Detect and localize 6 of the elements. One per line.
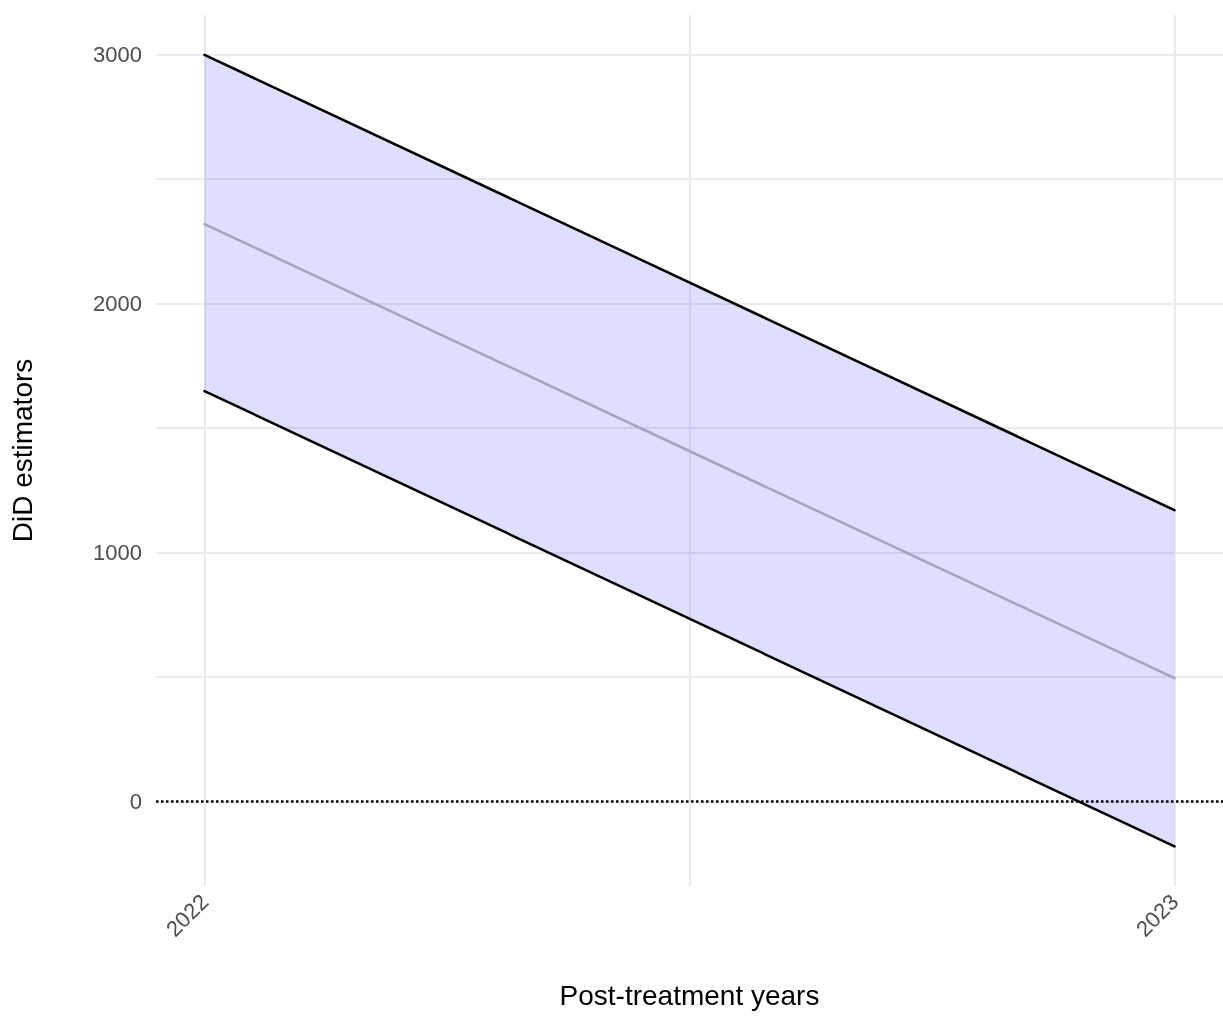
y-axis-title: DiD estimators — [6, 358, 38, 543]
y-tick-label: 2000 — [93, 291, 142, 317]
y-tick-label: 1000 — [93, 540, 142, 566]
y-tick-label: 0 — [129, 788, 142, 814]
x-axis-title: Post-treatment years — [559, 979, 820, 1011]
y-tick-label: 3000 — [93, 42, 142, 68]
